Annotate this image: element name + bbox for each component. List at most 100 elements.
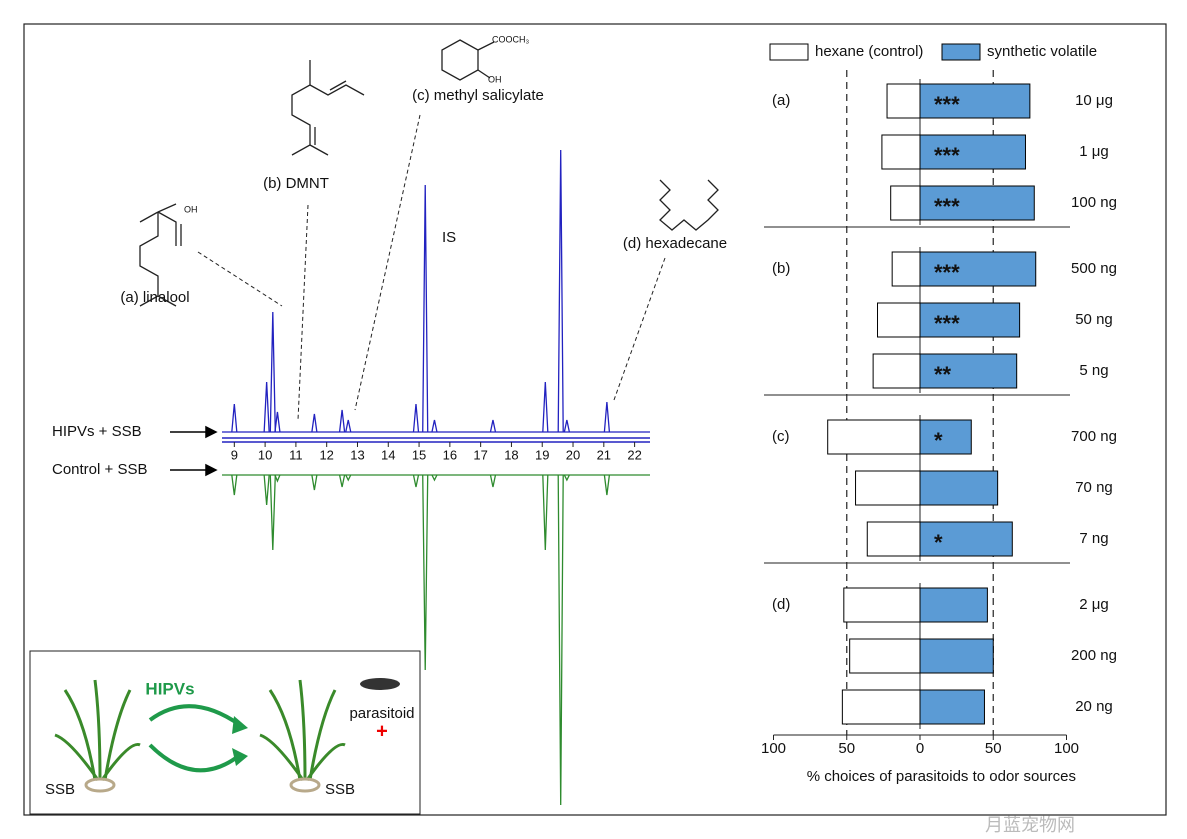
dose-label: 5 ng — [1079, 362, 1108, 379]
x-tick-label: 19 — [535, 447, 549, 462]
compound-label: (a) linalool — [120, 289, 189, 306]
peak — [269, 474, 276, 551]
x-tick-label: 10 — [258, 447, 272, 462]
x-axis-title: % choices of parasitoids to odor sources — [807, 768, 1076, 785]
bar — [919, 521, 1013, 557]
dose-label: 100 ng — [1071, 194, 1117, 211]
peak — [263, 381, 270, 433]
significance-label: *** — [934, 143, 960, 168]
bar — [919, 134, 1026, 170]
x-tick-label: 21 — [597, 447, 611, 462]
bar — [827, 419, 921, 455]
bar — [919, 470, 999, 506]
peak — [263, 474, 270, 506]
peak — [489, 419, 497, 433]
x-tick-label: 50 — [838, 740, 855, 757]
peak — [603, 474, 611, 496]
peak — [412, 403, 420, 433]
inset-label: HIPVs — [145, 679, 194, 698]
bar — [919, 689, 985, 725]
trace-label: HIPVs + SSB — [52, 423, 142, 440]
x-tick-label: 15 — [412, 447, 426, 462]
peak — [542, 474, 549, 551]
bar — [890, 185, 921, 221]
x-tick-label: 13 — [350, 447, 364, 462]
dose-label: 7 ng — [1079, 530, 1108, 547]
bar — [881, 134, 921, 170]
hexadecane-structure — [659, 179, 719, 231]
peak — [338, 474, 346, 488]
bar — [849, 638, 921, 674]
bar — [919, 185, 1035, 221]
peak — [274, 474, 281, 483]
peak — [542, 381, 549, 433]
dose-label: 1 μg — [1079, 143, 1109, 160]
bar — [919, 251, 1037, 287]
dose-label: 20 ng — [1075, 698, 1113, 715]
bar — [886, 83, 921, 119]
compound-label: (d) hexadecane — [623, 235, 727, 252]
peak — [231, 403, 238, 433]
bar — [919, 587, 988, 623]
inset — [29, 650, 421, 815]
peak — [269, 311, 276, 433]
linalool-structure — [139, 203, 182, 307]
figure-border — [23, 23, 1167, 816]
insect — [360, 678, 400, 690]
peak — [274, 411, 281, 433]
peak — [603, 401, 611, 433]
bar — [919, 83, 1031, 119]
x-tick-label: 0 — [916, 740, 924, 757]
inset-label: SSB — [45, 781, 75, 798]
dose-label: 200 ng — [1071, 647, 1117, 664]
peak — [311, 474, 318, 491]
x-tick-label: 22 — [627, 447, 641, 462]
significance-label: ** — [934, 362, 952, 387]
leader-lines — [197, 114, 666, 421]
peak — [311, 413, 318, 433]
peak — [431, 474, 438, 482]
dose-label: 70 ng — [1075, 479, 1113, 496]
peak — [412, 474, 420, 488]
inset-border — [29, 650, 421, 815]
significance-label: *** — [934, 194, 960, 219]
bar — [877, 302, 921, 338]
dmnt-structure — [291, 60, 365, 156]
peak — [345, 474, 352, 482]
compound-label: (b) DMNT — [263, 175, 329, 192]
x-tick-label: 12 — [319, 447, 333, 462]
peak — [345, 419, 352, 433]
x-tick-label: 14 — [381, 447, 395, 462]
structure-label: COOCH₃ — [492, 34, 529, 44]
legend-swatch — [941, 43, 981, 61]
significance-label: *** — [934, 260, 960, 285]
bar — [919, 419, 972, 455]
bar — [841, 689, 921, 725]
bar — [866, 521, 921, 557]
legend-label: synthetic volatile — [987, 43, 1097, 60]
x-tick-label: 9 — [231, 447, 238, 462]
flow-arrow — [148, 704, 242, 773]
peak — [563, 474, 570, 482]
group-label: (c) — [772, 428, 790, 445]
compound-label: (c) methyl salicylate — [412, 87, 544, 104]
x-tick-label: 18 — [504, 447, 518, 462]
inset-label: + — [376, 720, 388, 742]
x-tick-label: 100 — [1054, 740, 1079, 757]
peak — [422, 474, 429, 671]
peak-label: IS — [442, 229, 456, 246]
structure-label: OH — [488, 74, 502, 84]
group-label: (d) — [772, 596, 790, 613]
dose-label: 10 μg — [1075, 92, 1113, 109]
structure-label: OH — [184, 204, 198, 214]
plant — [54, 679, 346, 781]
peak — [557, 149, 564, 433]
bar — [855, 470, 921, 506]
significance-label: * — [934, 530, 943, 555]
bar — [919, 638, 994, 674]
peak — [338, 409, 346, 433]
trace-label: Control + SSB — [52, 461, 147, 478]
group-label: (a) — [772, 92, 790, 109]
significance-label: *** — [934, 311, 960, 336]
